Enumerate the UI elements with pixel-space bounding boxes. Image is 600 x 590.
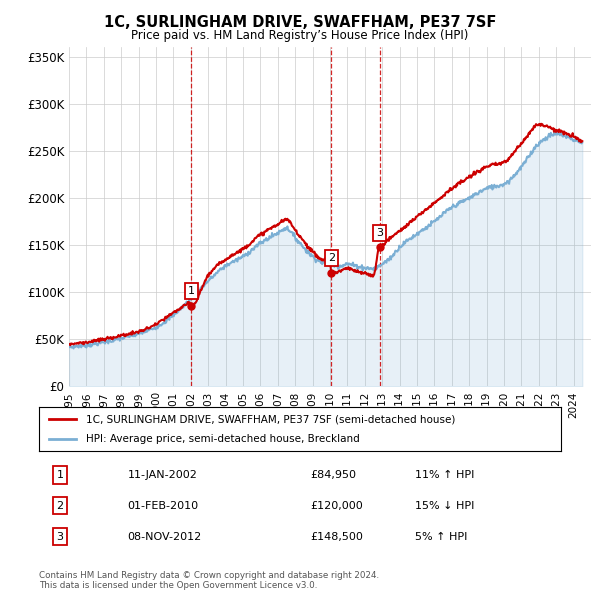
Text: 01-FEB-2010: 01-FEB-2010	[128, 501, 199, 511]
Text: 3: 3	[56, 532, 64, 542]
Text: HPI: Average price, semi-detached house, Breckland: HPI: Average price, semi-detached house,…	[86, 434, 360, 444]
Text: 1C, SURLINGHAM DRIVE, SWAFFHAM, PE37 7SF (semi-detached house): 1C, SURLINGHAM DRIVE, SWAFFHAM, PE37 7SF…	[86, 415, 455, 424]
Text: £148,500: £148,500	[310, 532, 364, 542]
Text: 1C, SURLINGHAM DRIVE, SWAFFHAM, PE37 7SF: 1C, SURLINGHAM DRIVE, SWAFFHAM, PE37 7SF	[104, 15, 496, 30]
Text: 11-JAN-2002: 11-JAN-2002	[128, 470, 197, 480]
Text: £84,950: £84,950	[310, 470, 356, 480]
Text: 3: 3	[376, 228, 383, 238]
Text: This data is licensed under the Open Government Licence v3.0.: This data is licensed under the Open Gov…	[39, 581, 317, 589]
Text: 2: 2	[56, 501, 64, 511]
Text: Contains HM Land Registry data © Crown copyright and database right 2024.: Contains HM Land Registry data © Crown c…	[39, 571, 379, 579]
Text: 08-NOV-2012: 08-NOV-2012	[128, 532, 202, 542]
Text: 5% ↑ HPI: 5% ↑ HPI	[415, 532, 467, 542]
Text: 2: 2	[328, 253, 335, 263]
Text: 15% ↓ HPI: 15% ↓ HPI	[415, 501, 474, 511]
Text: 1: 1	[56, 470, 64, 480]
Text: 1: 1	[188, 286, 195, 296]
Text: Price paid vs. HM Land Registry’s House Price Index (HPI): Price paid vs. HM Land Registry’s House …	[131, 30, 469, 42]
Text: 11% ↑ HPI: 11% ↑ HPI	[415, 470, 474, 480]
Text: £120,000: £120,000	[310, 501, 363, 511]
